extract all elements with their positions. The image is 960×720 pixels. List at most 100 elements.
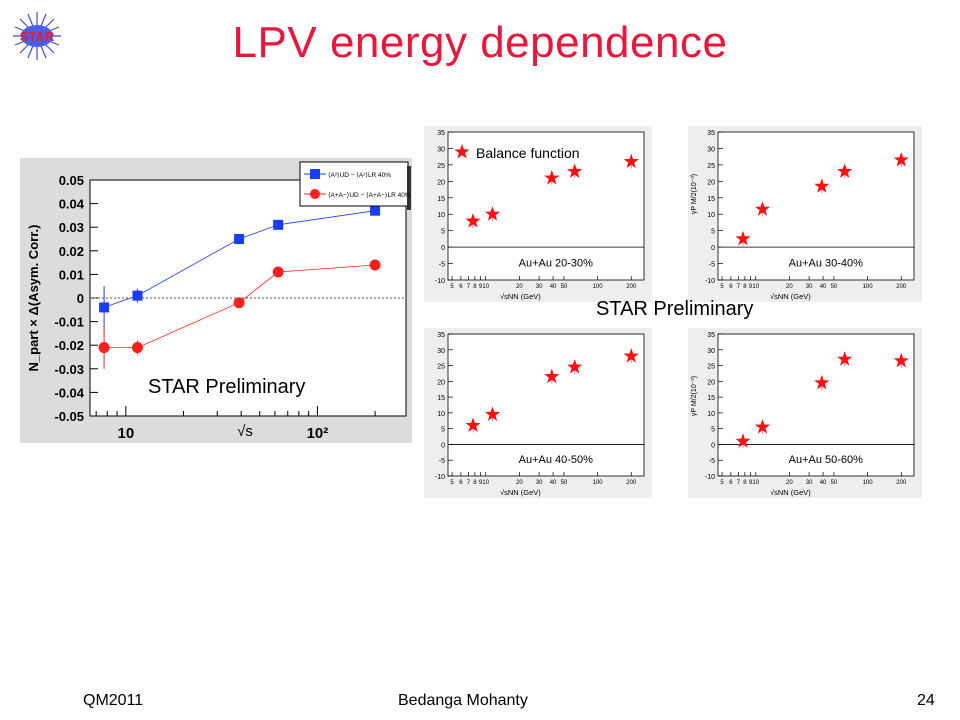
x-axis-label: √sNN (GeV) xyxy=(500,488,541,497)
data-point-star xyxy=(544,170,560,185)
y-tick-label: 0 xyxy=(441,442,445,449)
y-tick-label: 20 xyxy=(437,179,445,186)
x-tick-label: 7 xyxy=(737,284,741,290)
x-tick-label: 30 xyxy=(536,480,543,486)
footer-conference: QM2011 xyxy=(83,692,144,709)
x-tick-label: 30 xyxy=(536,284,543,290)
y-tick-label: 20 xyxy=(437,379,445,386)
y-tick-label: -0.01 xyxy=(54,315,84,330)
star-logo: STAR xyxy=(6,8,68,64)
y-tick-label: 0 xyxy=(711,442,715,449)
x-tick-label: 50 xyxy=(831,284,838,290)
legend-star xyxy=(454,144,470,159)
x-tick-label: 50 xyxy=(561,284,568,290)
data-point-circle xyxy=(369,259,381,271)
y-axis-label: γP M/2(10⁻³) xyxy=(691,174,698,214)
y-tick-label: 5 xyxy=(711,427,715,434)
x-tick-label: 9 xyxy=(479,480,483,486)
x-tick-label: 20 xyxy=(516,480,523,486)
data-point-star xyxy=(837,163,853,178)
legend: ⟨A²⟩UD − ⟨A²⟩LR 40% ⟨A+A−⟩UD − ⟨A+A−⟩LR 4… xyxy=(299,161,411,210)
data-point-circle xyxy=(272,266,284,278)
y-tick-label: 10 xyxy=(437,212,445,219)
y-tick-label: 25 xyxy=(707,163,715,170)
legend-shadow xyxy=(407,166,411,210)
x-tick-label: 40 xyxy=(550,284,557,290)
y-axis-label: N_part × Δ(Asym. Corr.) xyxy=(26,225,41,372)
data-point-star xyxy=(754,419,771,434)
y-tick-label: 20 xyxy=(707,179,715,186)
x-tick-label: 7 xyxy=(467,480,471,486)
x-tick-label: 6 xyxy=(729,480,733,486)
y-tick-label: 30 xyxy=(437,348,445,355)
x-tick-label: 200 xyxy=(626,480,637,486)
panel-50-60: 35 30 25 20 15 10 5 0 -5 -10 5 6 7 8 9 10 20 30 40 50 100 200… xyxy=(688,328,922,503)
x-tick-label: 6 xyxy=(729,284,733,290)
x-tick-label: 30 xyxy=(806,480,813,486)
x-tick-label: 8 xyxy=(743,284,747,290)
data-point-star xyxy=(567,359,583,374)
prelim-right: STAR Preliminary xyxy=(596,298,754,320)
y-tick-label: -5 xyxy=(709,262,715,269)
data-point-square xyxy=(370,205,381,216)
data-point-circle xyxy=(98,342,110,354)
x-tick-label: 10 xyxy=(752,480,759,486)
x-tick-label: 200 xyxy=(626,284,637,290)
x-tick-label: 9 xyxy=(479,284,483,290)
data-point-star xyxy=(544,368,560,384)
x-axis-label: √sNN (GeV) xyxy=(770,488,811,497)
y-tick-label: -10 xyxy=(705,474,715,481)
y-tick-label: 35 xyxy=(707,130,715,137)
y-tick-label: 0.01 xyxy=(59,267,84,282)
x-tick-label: 20 xyxy=(786,480,793,486)
plot-area xyxy=(717,333,915,477)
data-point-star xyxy=(567,163,583,178)
prelim-left: STAR Preliminary xyxy=(148,376,306,398)
y-tick-label: 20 xyxy=(707,379,715,386)
y-tick-label: -10 xyxy=(435,278,445,285)
data-point-circle xyxy=(233,297,245,309)
slide-title: LPV energy dependence xyxy=(232,18,728,67)
x-tick-label: 5 xyxy=(450,284,454,290)
x-tick-label: 7 xyxy=(467,284,471,290)
y-tick-label: 30 xyxy=(707,348,715,355)
y-tick-label: 15 xyxy=(707,196,715,203)
x-tick-label: 100 xyxy=(593,480,604,486)
y-tick-label: 35 xyxy=(707,332,715,339)
y-tick-label: 25 xyxy=(437,364,445,371)
data-point-star xyxy=(465,417,481,432)
plot-area xyxy=(447,333,645,477)
plot-area xyxy=(717,131,915,281)
data-point-star xyxy=(735,230,751,246)
x-axis-label: √sNN (GeV) xyxy=(500,292,541,301)
y-tick-label: 25 xyxy=(707,364,715,371)
x-tick-label-10: 10 xyxy=(117,425,134,442)
x-tick-label: 50 xyxy=(561,480,568,486)
data-point-square xyxy=(234,234,245,244)
y-tick-label: 0 xyxy=(77,291,84,306)
y-tick-label: 25 xyxy=(437,163,445,170)
footer-author: Bedanga Mohanty xyxy=(398,692,528,709)
x-tick-label: 40 xyxy=(820,480,827,486)
y-tick-label: 0.03 xyxy=(59,220,84,235)
y-tick-label: 35 xyxy=(437,130,445,137)
y-tick-label: 10 xyxy=(707,411,715,418)
y-tick-label: 10 xyxy=(707,212,715,219)
x-axis-label: √sNN (GeV) xyxy=(770,292,811,301)
x-tick-label: 100 xyxy=(863,480,874,486)
y-tick-label: -0.03 xyxy=(54,362,84,377)
data-point-square xyxy=(273,219,284,230)
data-point-star xyxy=(735,433,751,448)
x-tick-label: 200 xyxy=(896,284,907,290)
data-point-square xyxy=(99,302,110,313)
x-tick-label: 40 xyxy=(820,284,827,290)
y-tick-label: -0.05 xyxy=(54,409,84,424)
x-tick-label: 6 xyxy=(459,284,463,290)
y-tick-label: -10 xyxy=(435,474,445,481)
x-tick-label: 6 xyxy=(459,480,463,486)
y-tick-label: -0.02 xyxy=(54,338,84,353)
y-tick-label: 30 xyxy=(707,146,715,153)
panel-30-40: 35 30 25 20 15 10 5 0 -5 -10 5 6 7 8 9 10 20 30 40 50 100 200… xyxy=(688,126,922,307)
